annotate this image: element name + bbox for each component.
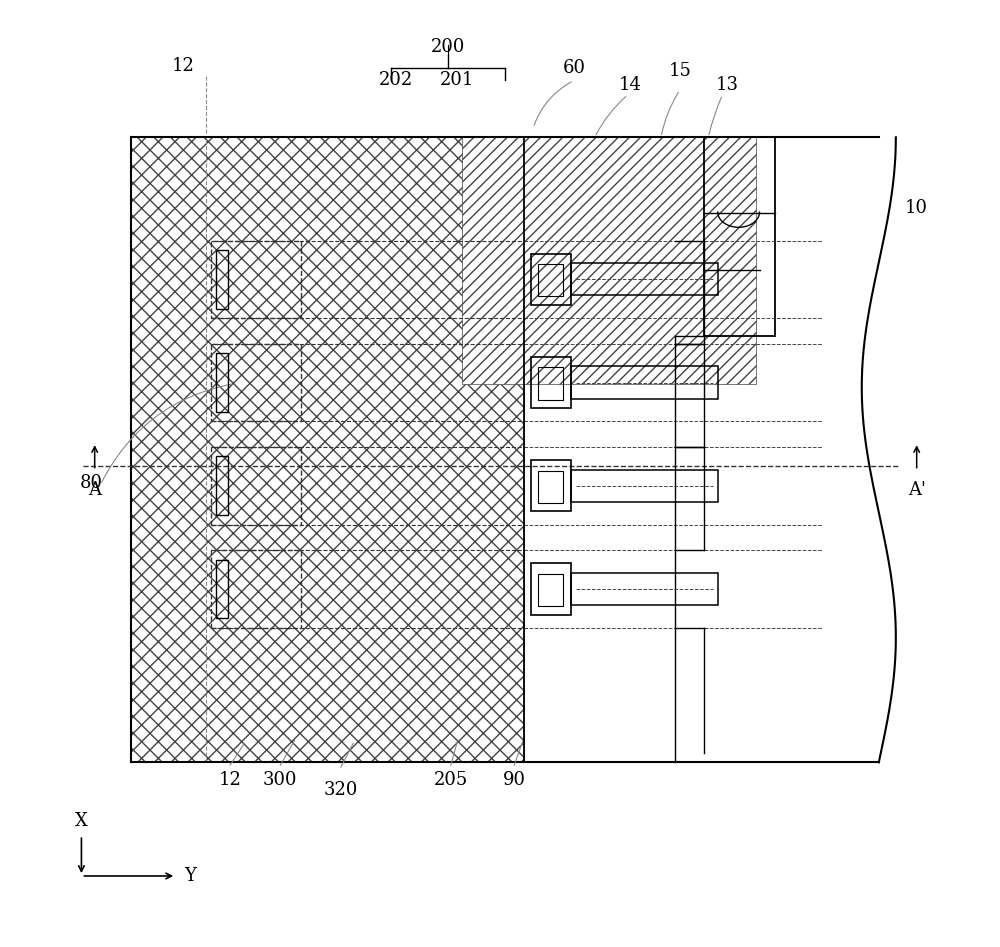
Bar — [704, 137, 775, 336]
Bar — [131, 137, 524, 762]
Text: 10: 10 — [905, 199, 928, 218]
Bar — [211, 344, 301, 421]
Text: 60: 60 — [562, 59, 585, 78]
Text: A: A — [88, 480, 101, 499]
Bar — [211, 550, 301, 628]
Bar — [531, 460, 571, 511]
Text: A': A' — [908, 480, 926, 499]
Bar — [571, 470, 718, 502]
Text: 13: 13 — [716, 76, 739, 95]
Text: 200: 200 — [431, 38, 465, 57]
Bar — [538, 471, 563, 503]
Text: X: X — [75, 812, 88, 831]
Bar — [216, 353, 228, 412]
Bar — [538, 264, 563, 296]
Text: 300: 300 — [263, 771, 298, 790]
Bar — [531, 254, 571, 305]
Bar — [571, 573, 718, 605]
Bar — [211, 447, 301, 525]
Text: 320: 320 — [324, 780, 358, 799]
Bar — [538, 367, 563, 400]
Bar — [531, 357, 571, 408]
Bar — [462, 137, 756, 384]
Text: 12: 12 — [171, 57, 194, 76]
Text: 12: 12 — [219, 771, 242, 790]
Text: 90: 90 — [503, 771, 526, 790]
Bar — [216, 560, 228, 618]
Bar — [211, 241, 301, 318]
Text: 15: 15 — [668, 62, 691, 80]
Bar — [216, 456, 228, 515]
Text: 202: 202 — [379, 71, 413, 90]
Text: 14: 14 — [618, 76, 641, 95]
Bar — [571, 263, 718, 295]
Text: Y: Y — [184, 867, 196, 885]
Bar — [538, 574, 563, 606]
Text: 201: 201 — [440, 71, 475, 90]
Bar — [571, 366, 718, 399]
Bar — [216, 250, 228, 309]
Bar — [531, 563, 571, 615]
Text: 80: 80 — [79, 474, 102, 492]
Text: 205: 205 — [434, 771, 468, 790]
